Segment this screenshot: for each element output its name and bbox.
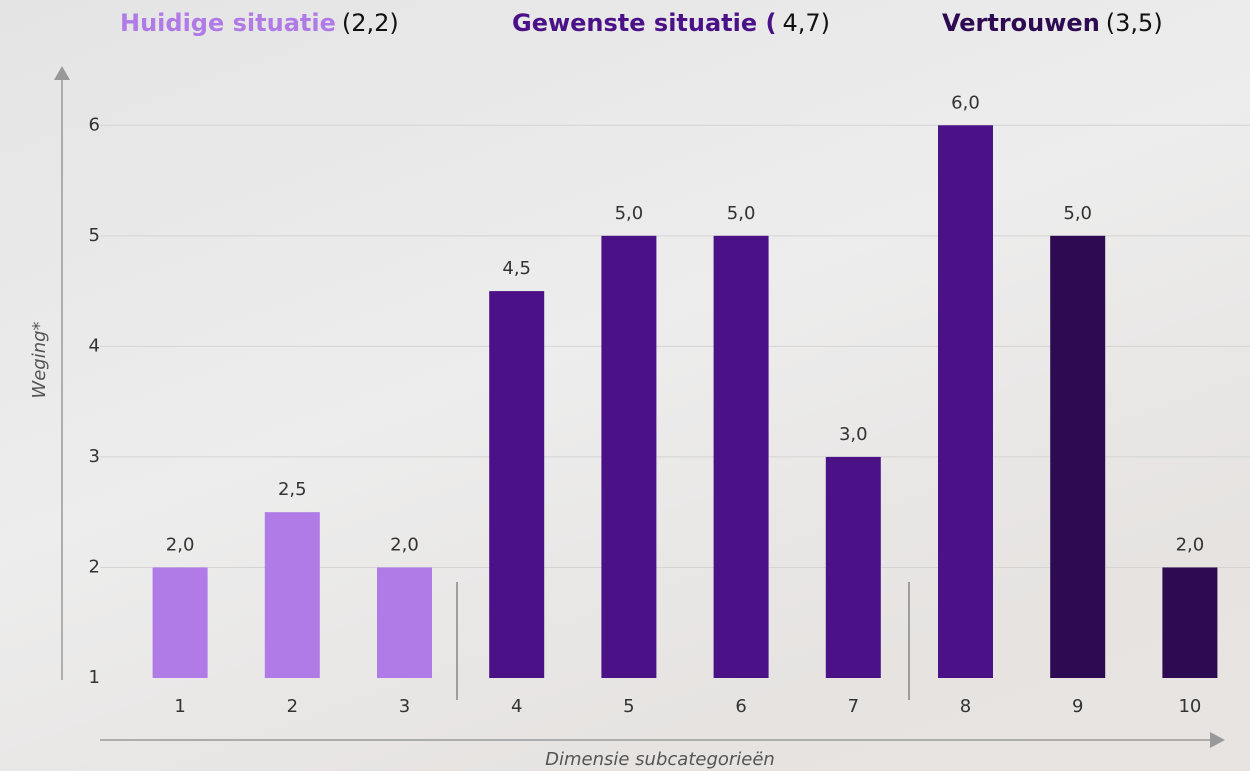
value-label: 5,0 (727, 203, 756, 224)
x-tick-label: 9 (1072, 696, 1083, 717)
x-tick-label: 5 (623, 696, 634, 717)
x-axis-label: Dimensie subcategorieën (545, 749, 775, 770)
y-tick-label: 5 (89, 225, 100, 246)
x-tick-label: 3 (399, 696, 410, 717)
group-score: (2,2) (342, 9, 399, 37)
value-label: 4,5 (502, 258, 531, 279)
y-tick-label: 4 (89, 335, 100, 356)
y-axis-label: Weging* (29, 321, 50, 398)
x-tick-label: 4 (511, 696, 522, 717)
group-score: 4,7) (782, 9, 830, 37)
group-header: Gewenste situatie (4,7) (512, 9, 830, 37)
y-axis-arrow (54, 66, 70, 80)
bar (1162, 567, 1218, 678)
group-name: Gewenste situatie ( (512, 9, 776, 37)
x-tick-label: 7 (848, 696, 859, 717)
bar (825, 456, 881, 678)
x-axis-arrow (1210, 732, 1225, 748)
bar (152, 567, 208, 678)
group-score: (3,5) (1106, 9, 1163, 37)
y-tick-label: 6 (89, 114, 100, 135)
group-name: Huidige situatie (120, 9, 336, 37)
value-label: 2,5 (278, 479, 307, 500)
bar (377, 567, 432, 678)
group-name: Vertrouwen (942, 9, 1100, 37)
y-tick-label: 1 (89, 667, 100, 688)
value-label: 2,0 (1176, 534, 1205, 555)
y-tick-label: 3 (89, 446, 100, 467)
bar (713, 235, 769, 678)
bar (938, 125, 993, 679)
value-label: 6,0 (951, 92, 980, 113)
x-tick-label: 6 (735, 696, 746, 717)
x-tick-label: 1 (174, 696, 185, 717)
group-header: Huidige situatie (2,2) (120, 9, 399, 37)
value-label: 5,0 (1063, 203, 1092, 224)
value-label: 2,0 (166, 534, 195, 555)
bar (264, 512, 320, 678)
value-label: 5,0 (615, 203, 644, 224)
group-header: Vertrouwen (3,5) (942, 9, 1163, 37)
bar (1050, 235, 1106, 678)
x-tick-label: 10 (1178, 696, 1201, 717)
bar (601, 235, 657, 678)
bar (489, 291, 545, 678)
y-tick-label: 2 (89, 556, 100, 577)
x-tick-label: 8 (960, 696, 971, 717)
value-label: 2,0 (390, 534, 419, 555)
x-tick-label: 2 (287, 696, 298, 717)
value-label: 3,0 (839, 424, 868, 445)
